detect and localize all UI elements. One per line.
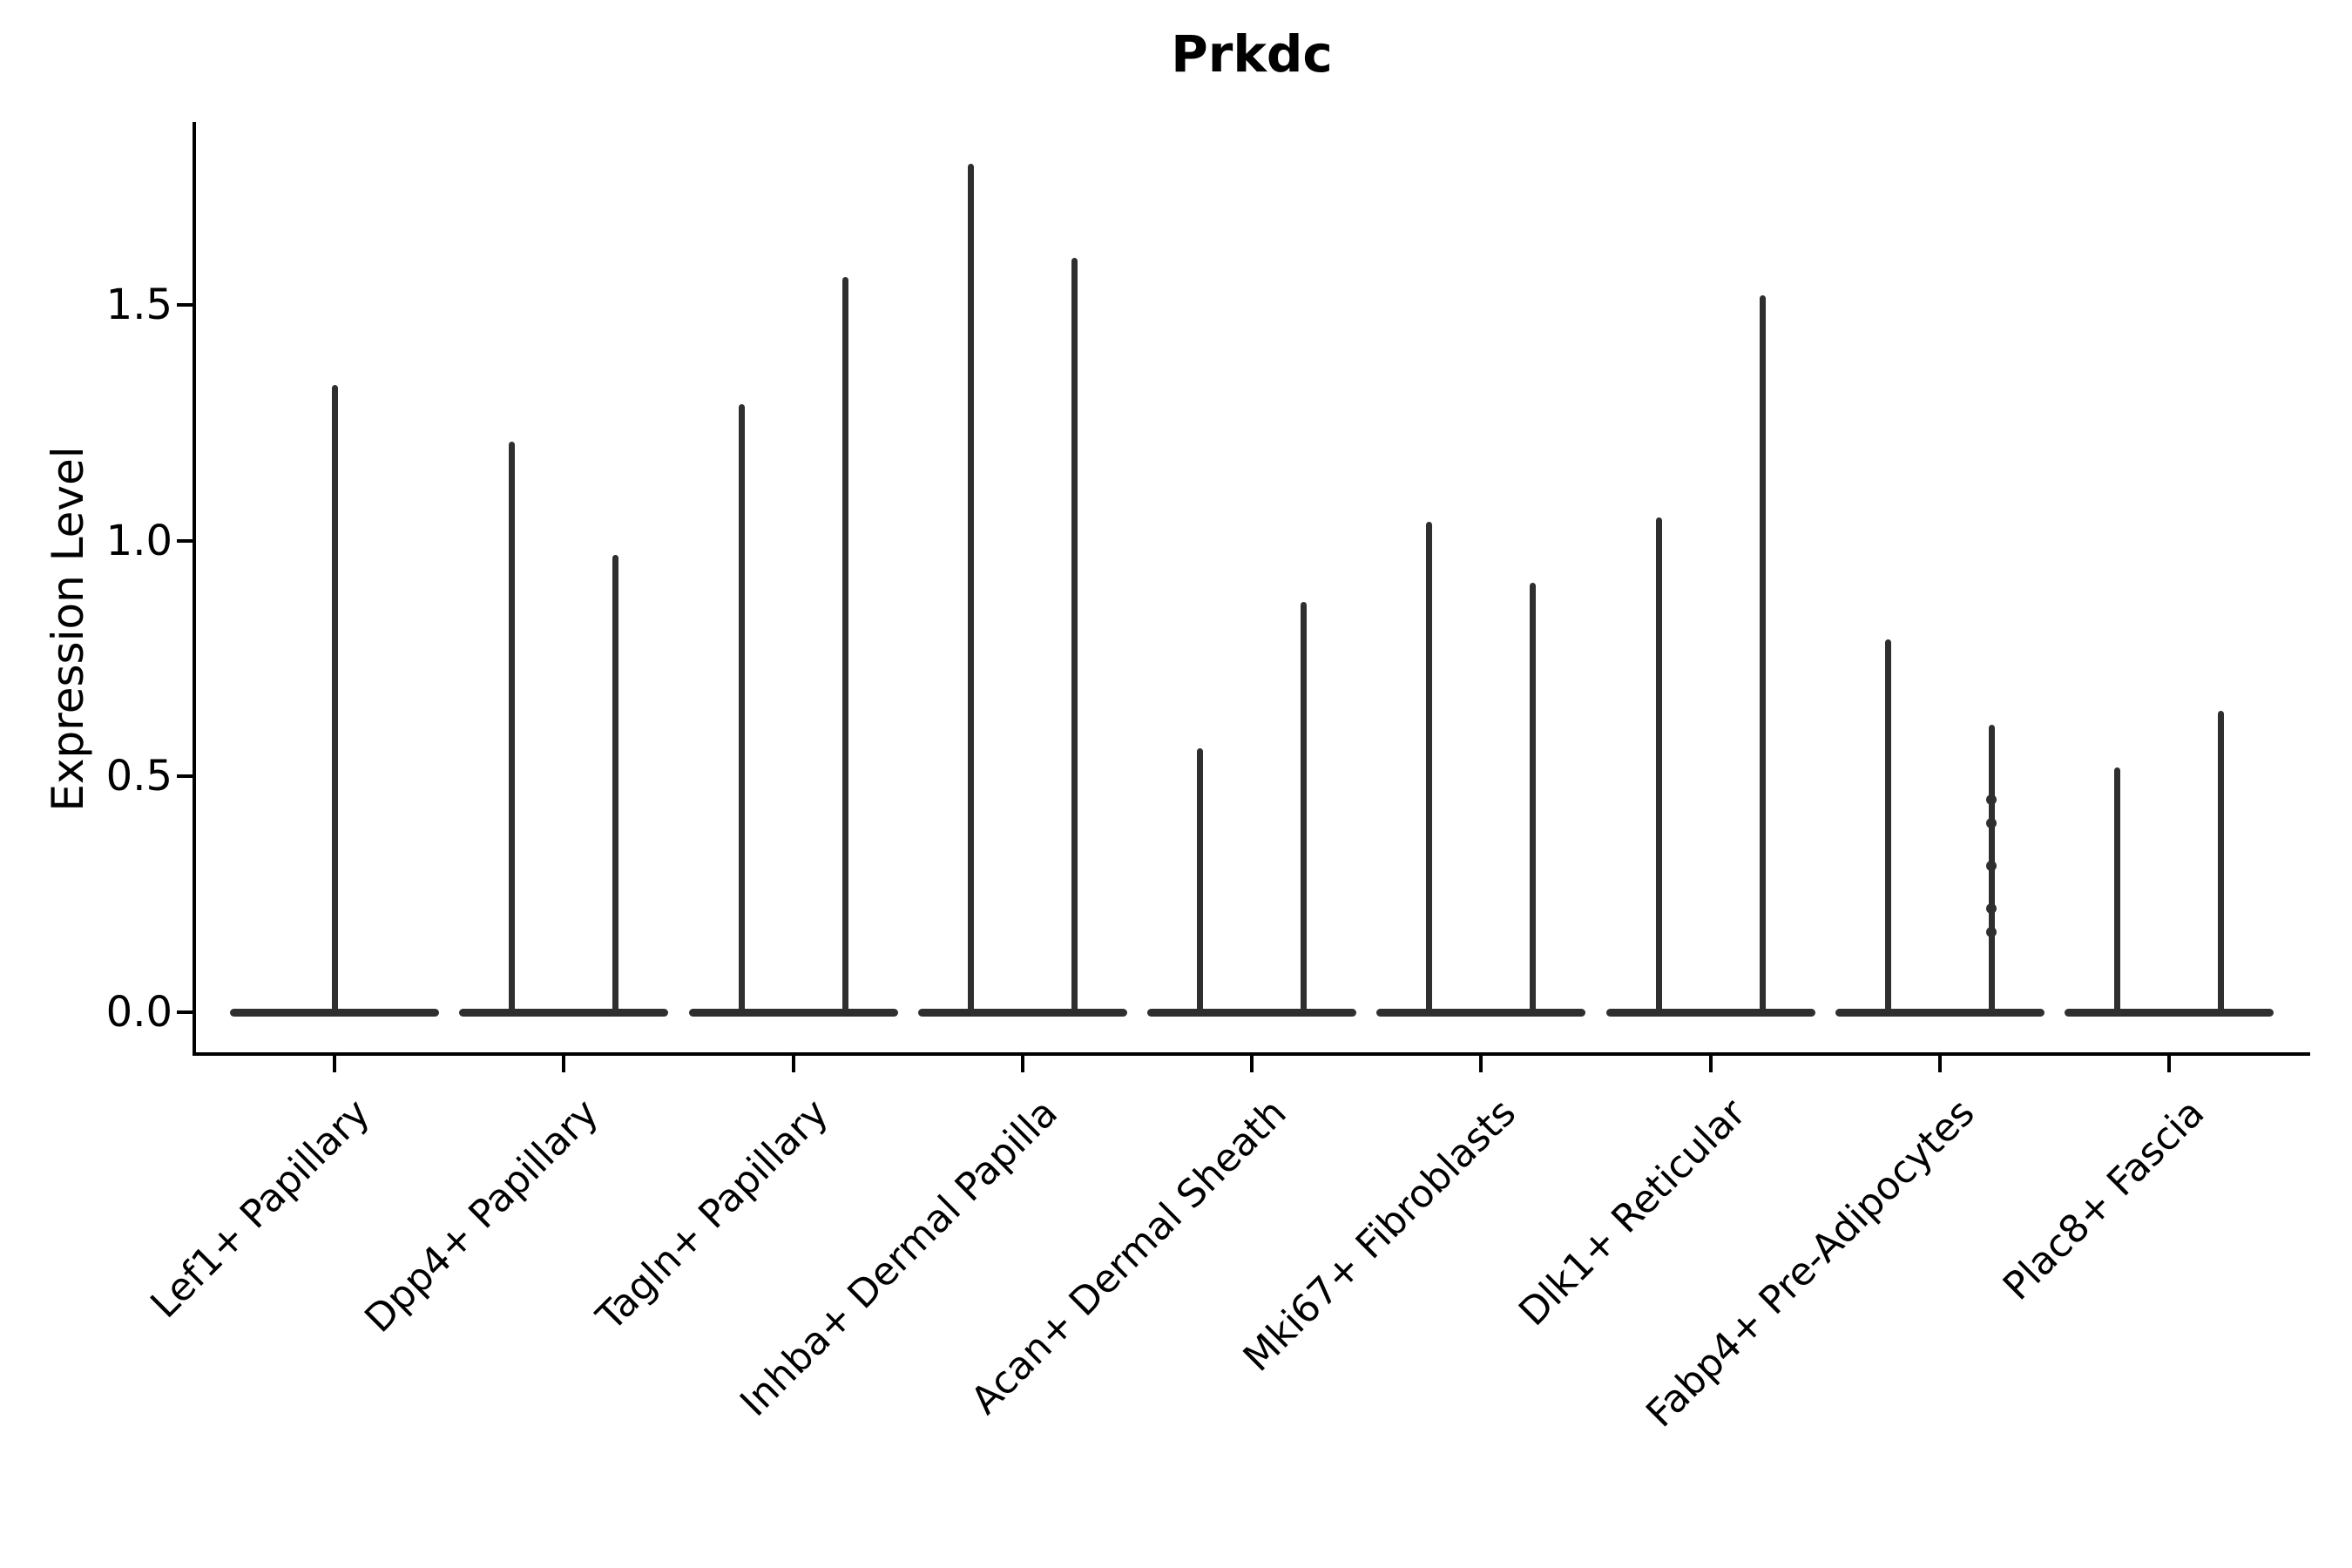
violin-needle [2114, 767, 2120, 1015]
violin-baseline [1147, 1008, 1356, 1017]
cell-point [1986, 818, 1997, 829]
y-tick-label: 0.0 [105, 988, 172, 1037]
x-tick-mark [1708, 1056, 1713, 1072]
violin-needle [1301, 602, 1307, 1015]
violin-needle [738, 403, 745, 1015]
y-tick-label: 1.5 [105, 280, 172, 329]
y-tick-label: 1.0 [105, 516, 172, 565]
violin-needle [2218, 710, 2224, 1015]
violin-needle [841, 276, 848, 1015]
x-tick-label: Dlk1+ Reticular [1510, 1091, 1754, 1335]
x-tick-mark [1479, 1056, 1484, 1072]
violin-needle [1071, 257, 1078, 1015]
x-tick-mark [1937, 1056, 1942, 1072]
y-tick-mark [177, 538, 194, 543]
x-tick-label: Dpp4+ Papillary [356, 1091, 608, 1342]
violin-needle [331, 385, 338, 1015]
x-tick-label: Lef1+ Papillary [141, 1091, 379, 1328]
violin-needle [1530, 583, 1537, 1015]
violin-needle [967, 163, 974, 1015]
violin-needle [509, 441, 516, 1015]
violin-needle [1426, 522, 1433, 1015]
cell-point [1986, 861, 1997, 872]
violin-needle [612, 554, 619, 1015]
violin-baseline [459, 1008, 669, 1017]
x-tick-mark [1020, 1056, 1024, 1072]
x-axis-spine [193, 1052, 2310, 1056]
y-axis-spine [193, 122, 196, 1056]
y-tick-mark [177, 774, 194, 779]
violin-baseline [2065, 1008, 2274, 1017]
y-tick-label: 0.5 [105, 752, 172, 801]
y-tick-mark [177, 303, 194, 307]
x-tick-mark [2167, 1056, 2171, 1072]
violin-baseline [688, 1008, 898, 1017]
violin-needle [1655, 517, 1662, 1015]
x-tick-label: Plac8+ Fascia [1994, 1091, 2213, 1309]
violin-needle [1884, 639, 1891, 1015]
violin-baseline [1376, 1008, 1586, 1017]
x-tick-mark [1250, 1056, 1254, 1072]
x-tick-mark [333, 1056, 336, 1072]
violin-baseline [1835, 1008, 2044, 1017]
violin-needle [1197, 747, 1203, 1015]
x-tick-mark [562, 1056, 566, 1072]
x-tick-mark [791, 1056, 795, 1072]
plot-title: Prkdc [1171, 24, 1333, 84]
violin-baseline [917, 1008, 1127, 1017]
cell-point [1986, 902, 1997, 914]
cell-point [1986, 926, 1997, 937]
cell-point [1986, 794, 1997, 806]
y-tick-mark [177, 1010, 194, 1014]
violin-needle [1759, 295, 1766, 1015]
violin-baseline [1605, 1008, 1815, 1017]
x-tick-label: Tagln+ Papillary [588, 1091, 837, 1340]
